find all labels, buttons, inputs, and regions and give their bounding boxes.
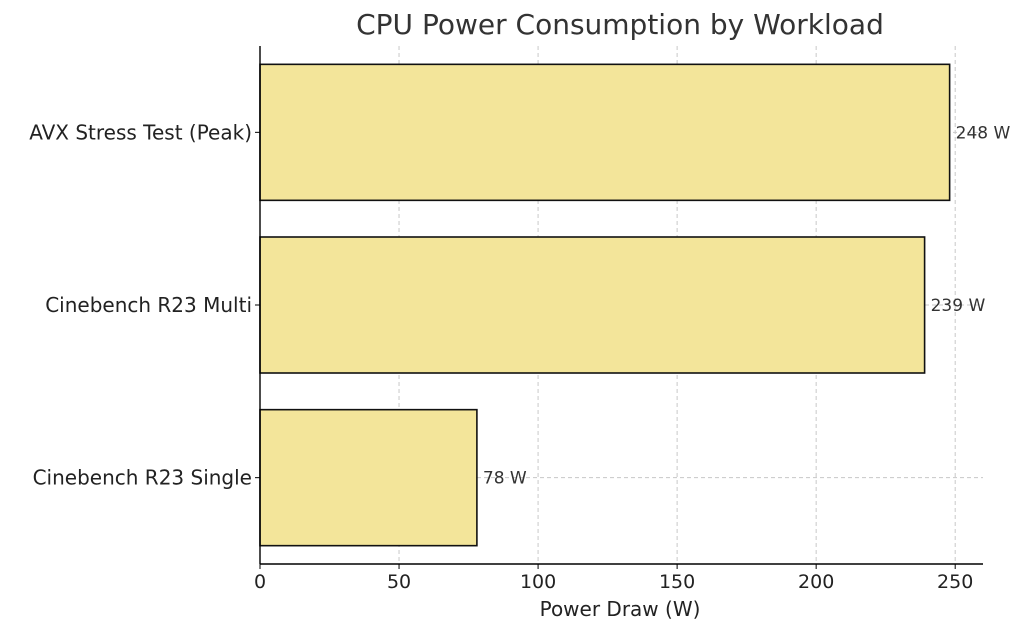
y-tick-label: AVX Stress Test (Peak) bbox=[29, 120, 252, 144]
bar bbox=[259, 408, 478, 547]
y-tick-label: Cinebench R23 Single bbox=[33, 466, 252, 490]
bar bbox=[259, 63, 951, 202]
bar-value-label: 78 W bbox=[483, 469, 527, 489]
x-tick-label: 150 bbox=[659, 571, 695, 593]
x-tick-label: 100 bbox=[520, 571, 556, 593]
chart-title: CPU Power Consumption by Workload bbox=[356, 8, 884, 41]
bar-value-label: 239 W bbox=[931, 296, 986, 316]
bars-layer bbox=[259, 63, 951, 547]
axes-layer bbox=[255, 46, 983, 569]
x-tick-label: 0 bbox=[254, 571, 266, 593]
y-tick-label: Cinebench R23 Multi bbox=[45, 293, 252, 317]
bar bbox=[259, 236, 926, 374]
x-axis-label: Power Draw (W) bbox=[540, 597, 701, 621]
x-tick-label: 50 bbox=[387, 571, 411, 593]
bar-value-label: 248 W bbox=[956, 123, 1011, 143]
x-tick-label: 250 bbox=[937, 571, 973, 593]
labels-layer: 248 W AVX Stress Test (Peak) 239 W Cinebenc… bbox=[29, 120, 1010, 593]
x-tick-label: 200 bbox=[798, 571, 834, 593]
